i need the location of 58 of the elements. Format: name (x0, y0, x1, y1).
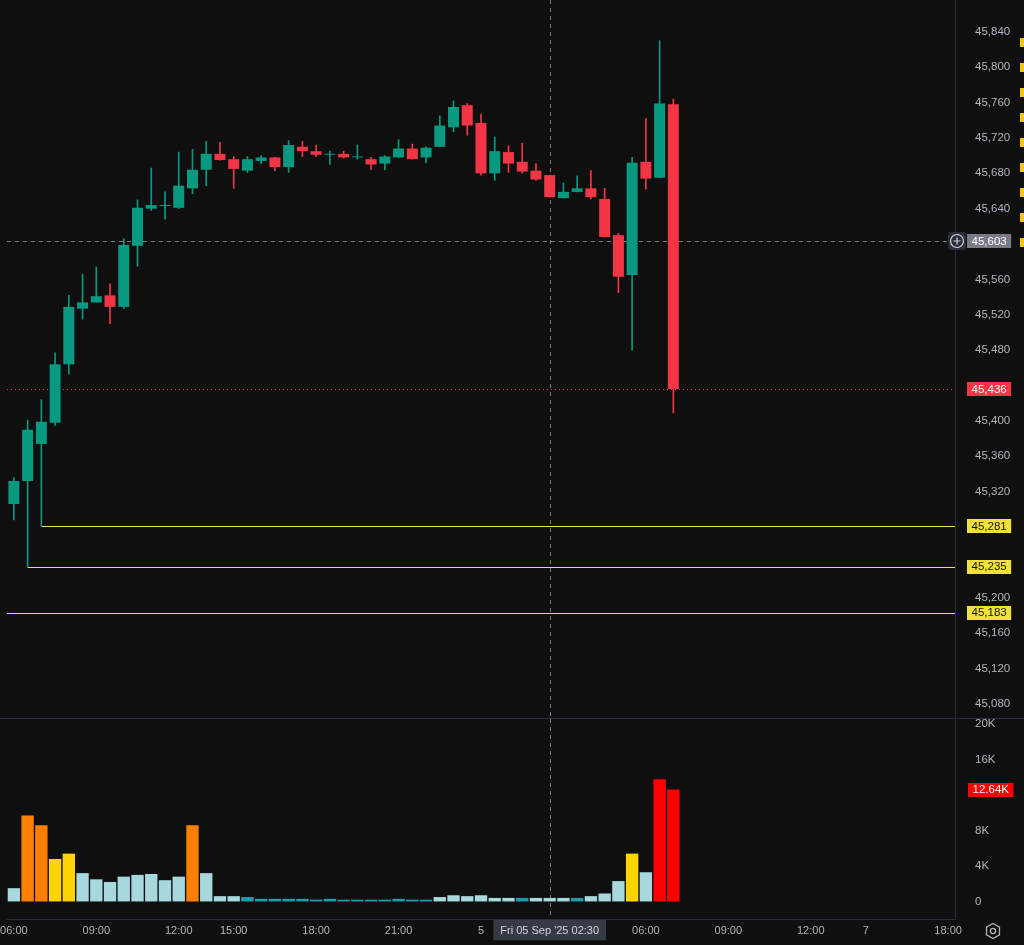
y-tick-label: 45,480 (975, 343, 1011, 356)
candlestick (90, 266, 102, 303)
x-tick-label: 12:00 (164, 923, 193, 936)
bar (213, 896, 227, 902)
bar (200, 873, 213, 902)
y-tick-label: 45,080 (975, 697, 1011, 710)
y-tick-label: 45,320 (975, 484, 1011, 497)
candlestick (145, 167, 157, 211)
x-tick-label: 12:00 (796, 923, 825, 936)
x-tick-label: Fri 05 Sep '25 02:30 (500, 923, 600, 936)
y-tick-label: 45,800 (975, 60, 1011, 73)
x-tick-label: 15:00 (219, 923, 248, 936)
bar (474, 895, 488, 902)
y-tick-label: 0 (975, 894, 982, 907)
y-tick-label: 45,120 (975, 661, 1011, 674)
bar (48, 858, 62, 902)
x-tick-label: 5 (477, 923, 485, 936)
x-tick-label: 06:00 (632, 923, 660, 936)
y-tick-label: 8K (975, 823, 990, 836)
y-tick-label: 45,520 (975, 307, 1011, 320)
y-tick-label: 45,160 (975, 626, 1011, 639)
x-tick-label: 21:00 (384, 923, 413, 936)
bar (62, 853, 76, 902)
x-tick-label: 09:00 (82, 923, 111, 936)
bar (7, 888, 21, 902)
ref-line-label: 45,235 (971, 560, 1007, 573)
x-tick-label: 7 (862, 923, 869, 936)
bar (625, 853, 639, 902)
y-tick-label: 45,560 (975, 272, 1011, 285)
bar (186, 825, 199, 902)
ref-line-label: 45,281 (971, 519, 1007, 532)
bar (227, 896, 240, 902)
y-tick-label: 45,840 (975, 25, 1011, 37)
ref-line-label: 45,436 (971, 382, 1007, 395)
x-tick-label: 06:00 (0, 923, 28, 936)
bar (158, 880, 172, 902)
candlestick (324, 150, 336, 165)
bar (172, 876, 185, 902)
bar (103, 881, 117, 902)
y-tick-label: 45,680 (975, 166, 1011, 179)
text: 12.64K (972, 783, 1010, 796)
y-tick-label: 45,360 (975, 449, 1011, 462)
x-tick-label: 18:00 (934, 923, 962, 936)
candlestick (640, 118, 652, 190)
ref-line-label: 45,603 (971, 235, 1007, 248)
y-tick-label: 20K (975, 717, 996, 730)
y-tick-label: 45,720 (975, 131, 1011, 144)
y-tick-label: 45,760 (975, 95, 1011, 108)
y-tick-label: 45,400 (975, 414, 1011, 427)
y-tick-label: 16K (975, 752, 996, 765)
y-tick-label: 45,200 (975, 590, 1011, 603)
x-tick-label: 09:00 (714, 923, 743, 936)
candlestick (159, 191, 171, 220)
bar (639, 872, 653, 902)
x-tick-label: 18:00 (302, 923, 330, 936)
y-tick-label: 45,640 (975, 201, 1011, 214)
ref-line-label: 45,183 (971, 606, 1007, 619)
y-tick-label: 4K (975, 859, 990, 872)
